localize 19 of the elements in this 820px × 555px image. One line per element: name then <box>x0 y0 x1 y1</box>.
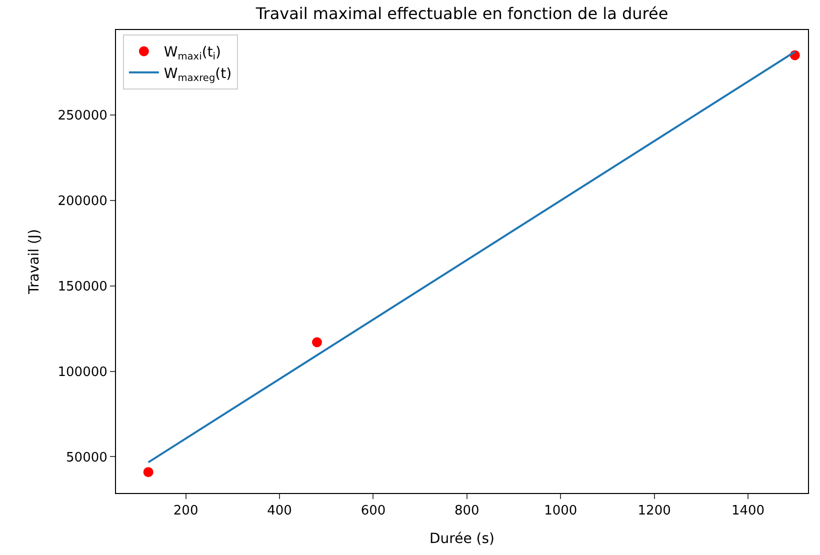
legend-label: W$_{max}$$_{i}$(t$_{i}$) <box>164 44 222 63</box>
x-tick-label: 1400 <box>731 504 765 519</box>
x-tick-label: 600 <box>360 504 386 519</box>
y-axis-title: Travail (J) <box>26 229 42 295</box>
x-axis-title: Durée (s) <box>430 530 494 547</box>
y-tick-label: 100000 <box>58 364 108 380</box>
x-tick-label: 200 <box>173 504 198 519</box>
point <box>312 337 322 348</box>
y-tick-label: 250000 <box>58 108 108 124</box>
y-tick-label: 150000 <box>58 279 108 294</box>
x-tick-label: 800 <box>454 504 480 519</box>
point <box>143 467 154 478</box>
chart-title: Travail maximal effectuable en fonction de la durée <box>254 4 668 24</box>
legend-label: W$_{max}$$_{reg}$(t) <box>164 66 232 84</box>
x-tick-label: 400 <box>267 504 292 519</box>
y-tick-label: 200000 <box>58 194 108 209</box>
x-tick-label: 1000 <box>544 504 578 519</box>
x-tick-label: 1200 <box>638 504 671 519</box>
y-tick-label: 50000 <box>66 450 108 466</box>
